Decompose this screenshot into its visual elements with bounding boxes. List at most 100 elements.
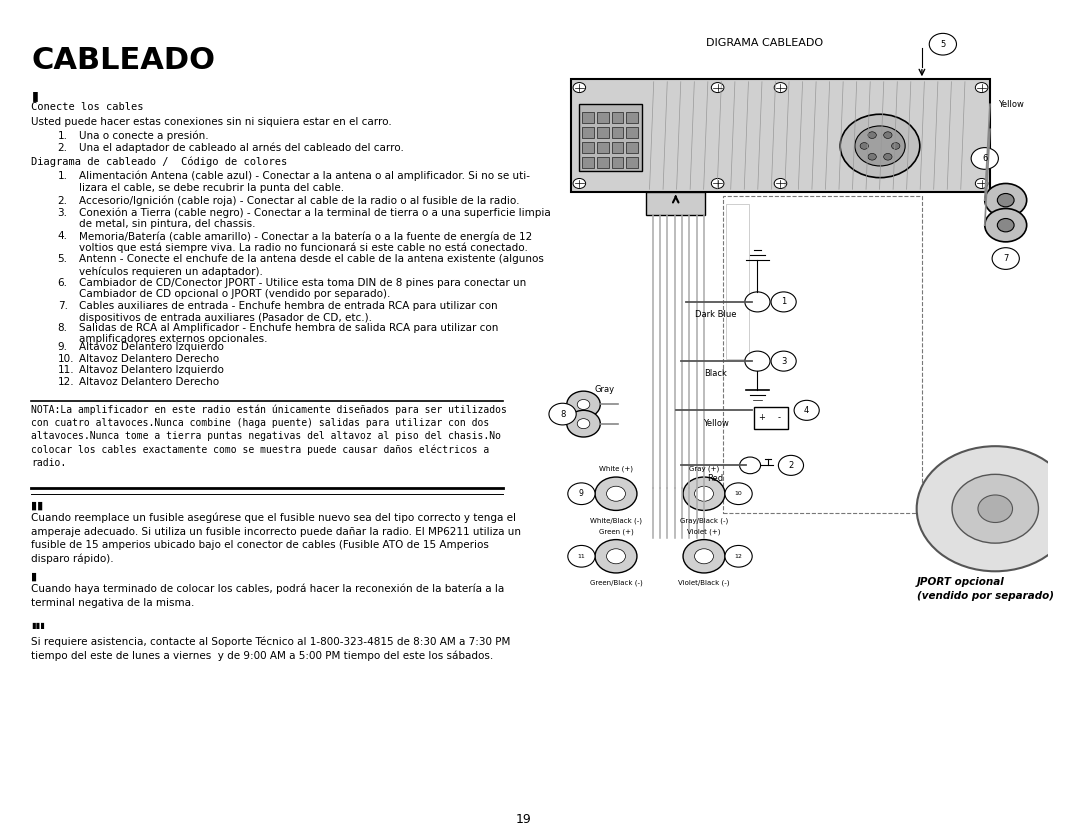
- Text: de metal, sin pintura, del chassis.: de metal, sin pintura, del chassis.: [79, 219, 255, 229]
- Bar: [626, 142, 638, 153]
- Text: Green (+): Green (+): [598, 528, 633, 535]
- Text: Violet (+): Violet (+): [687, 528, 720, 535]
- Circle shape: [745, 292, 770, 312]
- Circle shape: [567, 410, 600, 437]
- Text: Una o conecte a presión.: Una o conecte a presión.: [79, 131, 208, 142]
- Text: Salidas de RCA al Amplificador - Enchufe hembra de salida RCA para utilizar con: Salidas de RCA al Amplificador - Enchufe…: [79, 323, 498, 333]
- Text: 1: 1: [781, 298, 786, 306]
- Bar: [582, 157, 594, 168]
- Text: 12: 12: [734, 554, 743, 559]
- Text: 6: 6: [982, 154, 987, 163]
- Bar: [611, 142, 623, 153]
- Text: 11.: 11.: [57, 365, 75, 375]
- Text: Alimentación Antena (cable azul) - Conectar a la antena o al amplificador. Si no: Alimentación Antena (cable azul) - Conec…: [79, 171, 529, 182]
- Text: Cambiador de CD/Conector JPORT - Utilice esta toma DIN de 8 pines para conectar : Cambiador de CD/Conector JPORT - Utilice…: [79, 278, 526, 288]
- Circle shape: [595, 540, 637, 573]
- Circle shape: [985, 208, 1027, 242]
- Text: 4.: 4.: [57, 231, 68, 241]
- Circle shape: [794, 400, 820, 420]
- Circle shape: [779, 455, 804, 475]
- Bar: [571, 79, 990, 192]
- Text: (vendido por separado): (vendido por separado): [917, 591, 1054, 601]
- Circle shape: [771, 292, 796, 312]
- Text: Conexión a Tierra (cable negro) - Conectar a la terminal de tierra o a una super: Conexión a Tierra (cable negro) - Conect…: [79, 208, 551, 219]
- Text: Altavoz Delantero Derecho: Altavoz Delantero Derecho: [79, 354, 218, 364]
- Text: 19: 19: [516, 813, 531, 826]
- Circle shape: [573, 178, 585, 188]
- Bar: [611, 157, 623, 168]
- Text: 9: 9: [579, 490, 584, 498]
- Bar: [582, 127, 594, 138]
- Circle shape: [712, 83, 724, 93]
- Bar: [597, 157, 609, 168]
- Bar: [597, 127, 609, 138]
- Circle shape: [725, 483, 752, 505]
- Text: 6.: 6.: [57, 278, 68, 288]
- Text: CABLEADO: CABLEADO: [31, 46, 215, 75]
- Text: Una el adaptador de cableado al arnés del cableado del carro.: Una el adaptador de cableado al arnés de…: [79, 143, 404, 153]
- Text: Violet/Black (-): Violet/Black (-): [678, 580, 730, 586]
- Text: ▮▮: ▮▮: [31, 500, 43, 510]
- Text: lizara el cable, se debe recubrir la punta del cable.: lizara el cable, se debe recubrir la pun…: [79, 183, 343, 193]
- Text: 5: 5: [941, 40, 945, 48]
- Bar: [754, 407, 787, 429]
- Circle shape: [860, 143, 868, 149]
- Circle shape: [985, 183, 1027, 217]
- Circle shape: [929, 33, 957, 55]
- Circle shape: [725, 545, 752, 567]
- Text: ▮: ▮: [31, 89, 38, 103]
- Text: Usted puede hacer estas conexiones sin ni siquiera estar en el carro.: Usted puede hacer estas conexiones sin n…: [31, 117, 392, 127]
- Bar: [626, 157, 638, 168]
- Circle shape: [883, 153, 892, 160]
- Text: 8: 8: [559, 409, 565, 419]
- Text: 1.: 1.: [57, 171, 68, 181]
- Circle shape: [953, 475, 1039, 543]
- Circle shape: [745, 351, 770, 371]
- Text: Diagrama de cableado /  Código de colores: Diagrama de cableado / Código de colores: [31, 157, 287, 168]
- Text: vehículos requieren un adaptador).: vehículos requieren un adaptador).: [79, 266, 262, 277]
- Text: 7: 7: [1003, 254, 1009, 263]
- Text: Yellow: Yellow: [998, 100, 1024, 108]
- Text: NOTA:La amplificador en este radio están únicamente diseñados para ser utilizado: NOTA:La amplificador en este radio están…: [31, 404, 508, 469]
- Text: +: +: [758, 414, 765, 422]
- Circle shape: [883, 132, 892, 138]
- Circle shape: [607, 549, 625, 564]
- Text: ▮: ▮: [31, 571, 38, 581]
- Circle shape: [568, 545, 595, 567]
- Bar: [579, 104, 643, 171]
- Text: 11: 11: [578, 554, 585, 559]
- Circle shape: [568, 483, 595, 505]
- Text: Yellow: Yellow: [703, 419, 729, 428]
- Text: 4: 4: [804, 406, 809, 414]
- Circle shape: [774, 178, 786, 188]
- Text: DIGRAMA CABLEADO: DIGRAMA CABLEADO: [706, 38, 823, 48]
- Circle shape: [855, 126, 905, 166]
- Bar: [723, 196, 922, 513]
- Text: Dark Blue: Dark Blue: [694, 310, 737, 319]
- Text: 1.: 1.: [57, 131, 68, 141]
- Circle shape: [975, 178, 988, 188]
- Text: 5.: 5.: [57, 254, 68, 264]
- Circle shape: [774, 83, 786, 93]
- Circle shape: [868, 132, 876, 138]
- Circle shape: [694, 486, 714, 501]
- Circle shape: [917, 446, 1074, 571]
- Text: Antenn - Conecte el enchufe de la antena desde el cable de la antena existente (: Antenn - Conecte el enchufe de la antena…: [79, 254, 543, 264]
- Text: 2: 2: [788, 461, 794, 470]
- Text: 8.: 8.: [57, 323, 68, 333]
- Bar: [611, 112, 623, 123]
- Text: -: -: [778, 414, 781, 422]
- Text: Green/Black (-): Green/Black (-): [590, 580, 643, 586]
- Text: Altavoz Delantero Derecho: Altavoz Delantero Derecho: [79, 377, 218, 387]
- Circle shape: [771, 351, 796, 371]
- Circle shape: [577, 419, 590, 429]
- Text: 12.: 12.: [57, 377, 75, 387]
- Bar: [582, 142, 594, 153]
- Text: amplificadores externos opcionales.: amplificadores externos opcionales.: [79, 334, 267, 344]
- Circle shape: [891, 143, 900, 149]
- Text: ▮▮▮: ▮▮▮: [31, 621, 45, 631]
- Text: 10: 10: [734, 491, 742, 496]
- Circle shape: [549, 404, 577, 425]
- Bar: [626, 127, 638, 138]
- Text: Altavoz Delantero Izquierdo: Altavoz Delantero Izquierdo: [79, 342, 224, 352]
